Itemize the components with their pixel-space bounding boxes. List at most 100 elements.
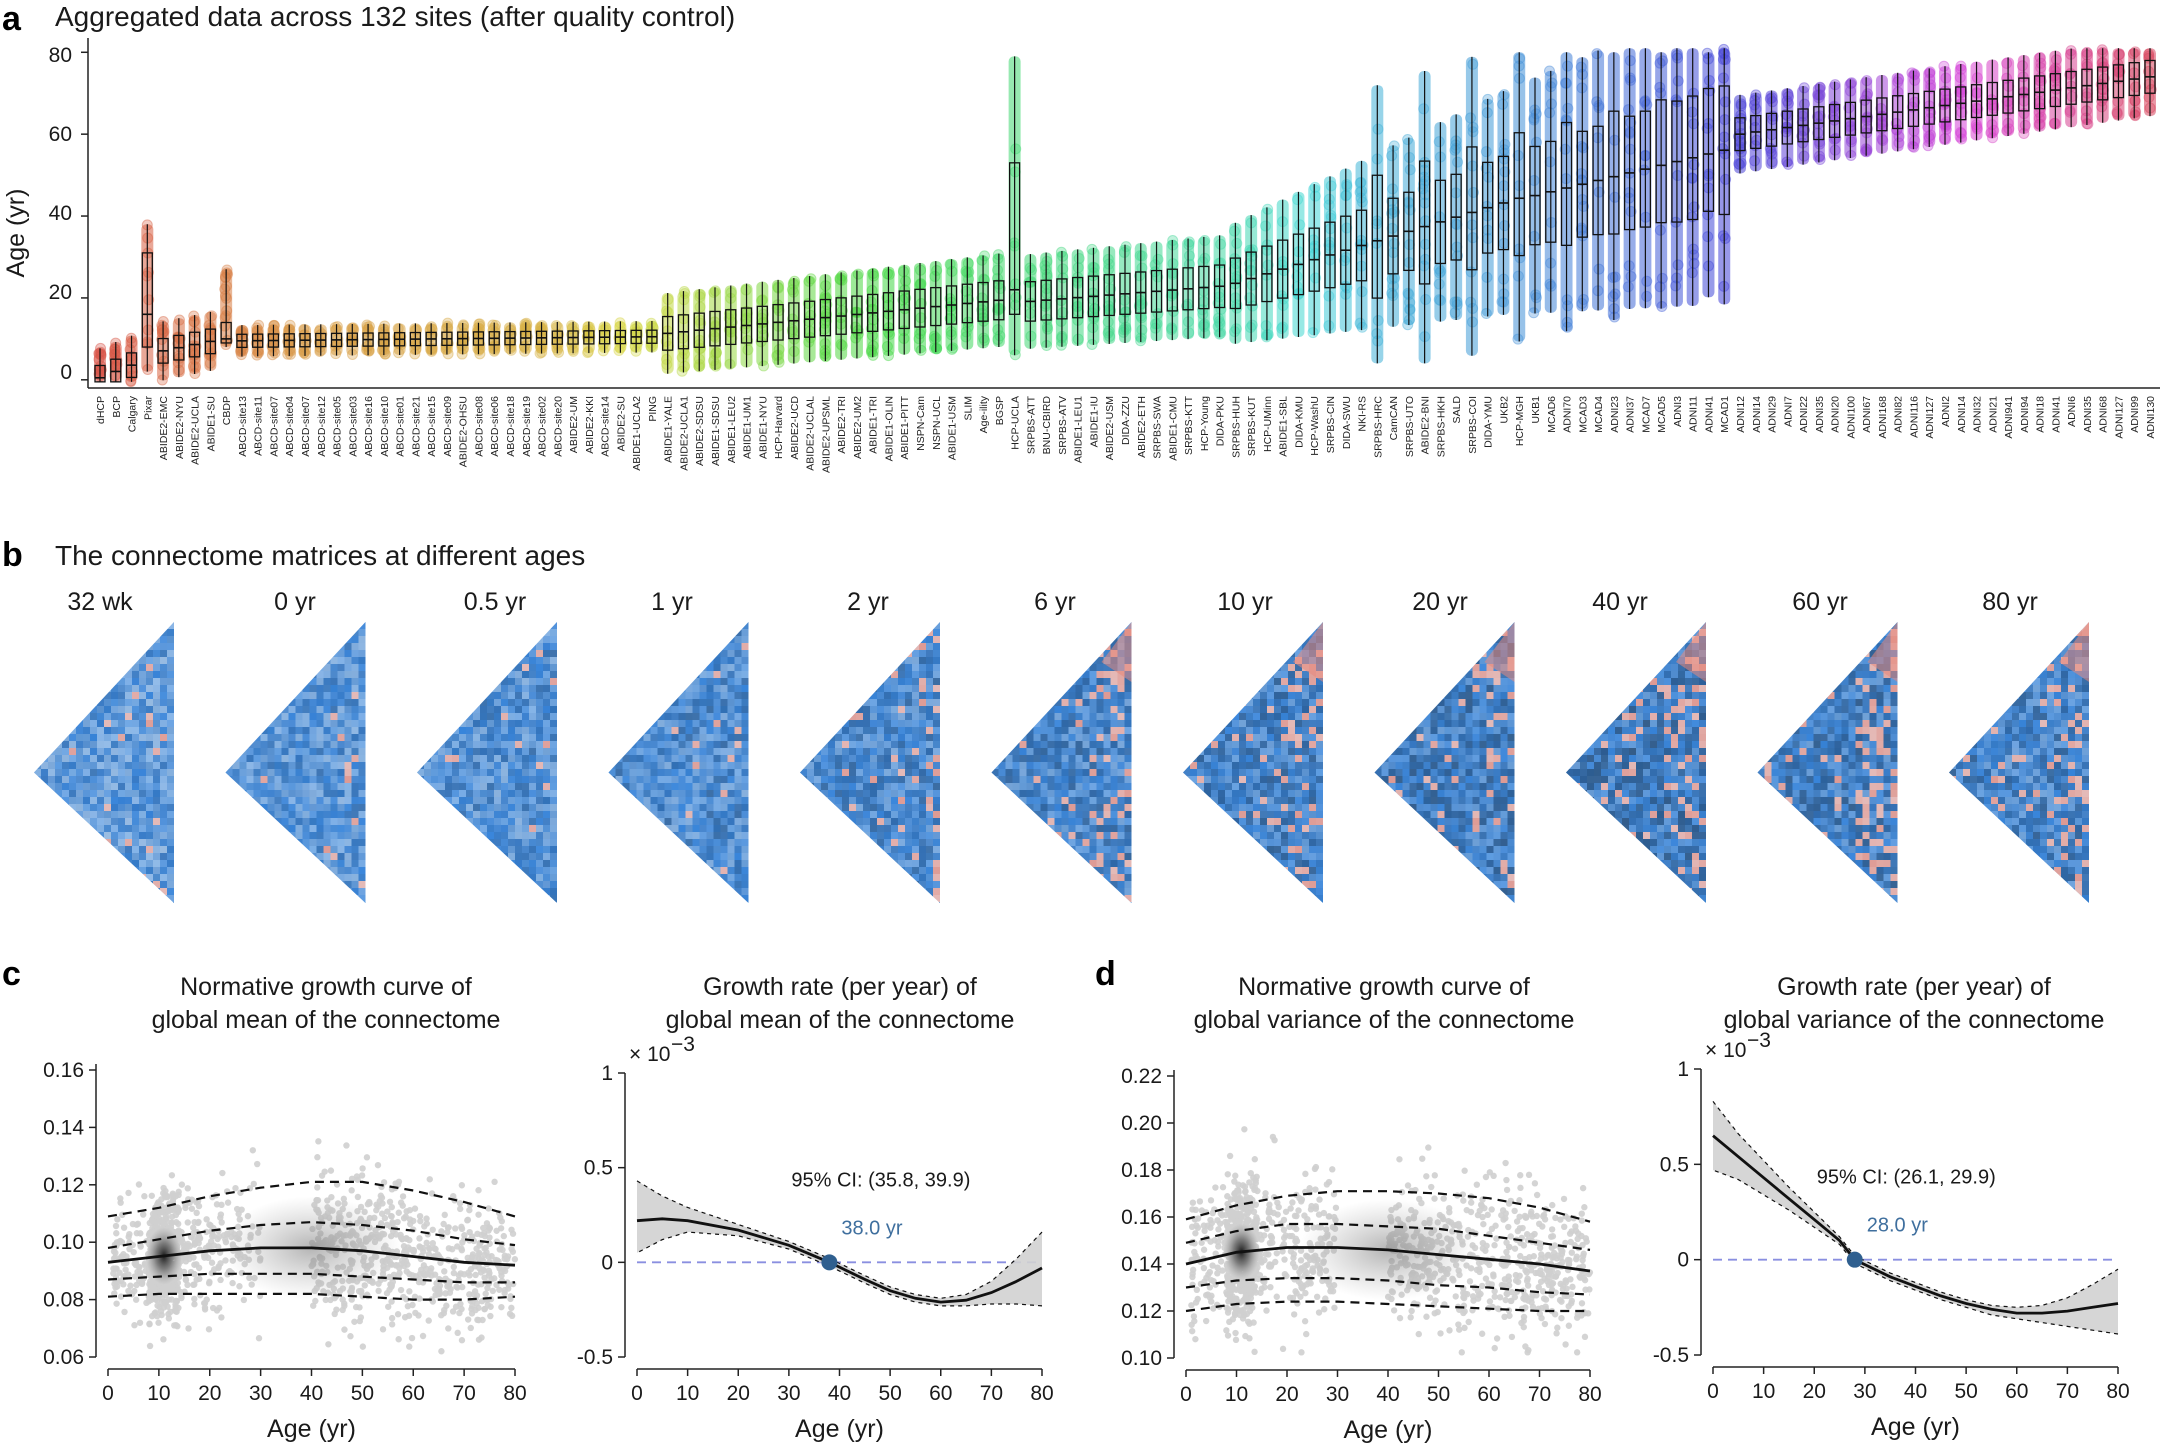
- site-box: [329, 321, 344, 360]
- matrix-cell: [34, 657, 41, 664]
- matrix-cell: [417, 867, 424, 874]
- matrix-cell: [295, 643, 303, 650]
- matrix-cell: [118, 762, 125, 769]
- matrix-cell: [62, 636, 69, 643]
- matrix-cell: [253, 825, 261, 832]
- matrix-cell: [83, 699, 90, 706]
- site-box: [1733, 94, 1747, 174]
- matrix-cell: [225, 664, 233, 671]
- matrix-cell: [76, 699, 83, 706]
- site-label: MCAD5: [1656, 396, 1668, 433]
- matrix-cell: [487, 797, 494, 804]
- matrix-cell: [431, 853, 438, 860]
- matrix-cell: [445, 825, 452, 832]
- site-box: [1701, 47, 1716, 298]
- matrix-cell: [445, 804, 452, 811]
- matrix-cell: [118, 741, 125, 748]
- matrix-cell: [90, 685, 97, 692]
- matrix-cell: [671, 657, 679, 664]
- matrix-cell: [487, 741, 494, 748]
- matrix-cell: [302, 860, 310, 867]
- matrix-cell: [494, 902, 501, 903]
- matrix-cell: [125, 769, 132, 776]
- matrix-cell: [302, 657, 310, 664]
- matrix-cell: [501, 706, 508, 713]
- matrix-cell: [239, 895, 247, 902]
- matrix-cell: [445, 776, 452, 783]
- matrix-cell: [111, 734, 118, 741]
- site-box: [1922, 66, 1937, 152]
- matrix-cell: [713, 692, 721, 699]
- matrix-cell: [337, 650, 345, 657]
- matrix-cell: [358, 734, 366, 741]
- matrix-cell: [487, 629, 494, 636]
- matrix-cell: [146, 657, 153, 664]
- matrix-cell: [323, 902, 331, 903]
- matrix-cell: [83, 776, 90, 783]
- matrix-cell: [160, 685, 167, 692]
- matrix-cell: [344, 867, 352, 874]
- matrix-cell: [274, 713, 282, 720]
- matrix-cell: [608, 671, 616, 678]
- matrix-cell: [267, 818, 275, 825]
- matrix-cell: [97, 762, 104, 769]
- matrix-cell: [309, 727, 317, 734]
- matrix-cell: [309, 706, 317, 713]
- matrix-cell: [323, 867, 331, 874]
- matrix-cell: [153, 755, 160, 762]
- matrix-cell: [239, 748, 247, 755]
- matrix-cell: [253, 860, 261, 867]
- matrix-cell: [699, 636, 707, 643]
- matrix-cell: [90, 650, 97, 657]
- matrix-cell: [125, 790, 132, 797]
- matrix-cell: [118, 797, 125, 804]
- matrix-cell: [48, 629, 55, 636]
- matrix-cell: [246, 664, 254, 671]
- matrix-cell: [55, 678, 62, 685]
- matrix-cell: [727, 685, 735, 692]
- matrix-cell: [550, 699, 557, 706]
- matrix-cell: [643, 685, 651, 692]
- site-label: ADNI41: [2050, 396, 2062, 433]
- matrix-cell: [550, 678, 557, 685]
- matrix-cell: [90, 776, 97, 783]
- matrix-cell: [508, 678, 515, 685]
- matrix-cell: [424, 664, 431, 671]
- matrix-cell: [34, 825, 41, 832]
- matrix-cell: [97, 657, 104, 664]
- matrix-cell: [487, 783, 494, 790]
- matrix-cell: [678, 657, 686, 664]
- matrix-cell: [480, 783, 487, 790]
- matrix-cell: [459, 860, 466, 867]
- matrix-cell: [466, 622, 473, 629]
- matrix-cell: [480, 678, 487, 685]
- matrix-cell: [281, 636, 289, 643]
- matrix-cell: [706, 636, 714, 643]
- matrix-cell: [253, 755, 261, 762]
- matrix-cell: [543, 720, 550, 727]
- site-box: [1970, 61, 1984, 141]
- matrix-cell: [487, 860, 494, 867]
- matrix-cell: [153, 692, 160, 699]
- matrix-cell: [330, 685, 338, 692]
- matrix-cells: [34, 622, 174, 903]
- site-label: ABIDE2-ETH: [1136, 396, 1148, 458]
- matrix-cell: [536, 678, 543, 685]
- matrix-cell: [118, 706, 125, 713]
- matrix-cell: [650, 650, 658, 657]
- matrix-cell: [132, 853, 139, 860]
- matrix-cell: [111, 797, 118, 804]
- matrix-cell: [417, 734, 424, 741]
- site-label: ABCD-site11: [253, 396, 265, 456]
- panel-b-title: The connectome matrices at different age…: [55, 540, 585, 571]
- matrix-cell: [431, 846, 438, 853]
- matrix-cell: [706, 629, 714, 636]
- matrix-cell: [494, 685, 501, 692]
- site-box: [1212, 235, 1227, 340]
- matrix-cell: [253, 839, 261, 846]
- matrix-cell: [34, 762, 41, 769]
- matrix-cell: [69, 881, 76, 888]
- matrix-cell: [153, 818, 160, 825]
- matrix-cell: [267, 776, 275, 783]
- matrix-cell: [132, 895, 139, 902]
